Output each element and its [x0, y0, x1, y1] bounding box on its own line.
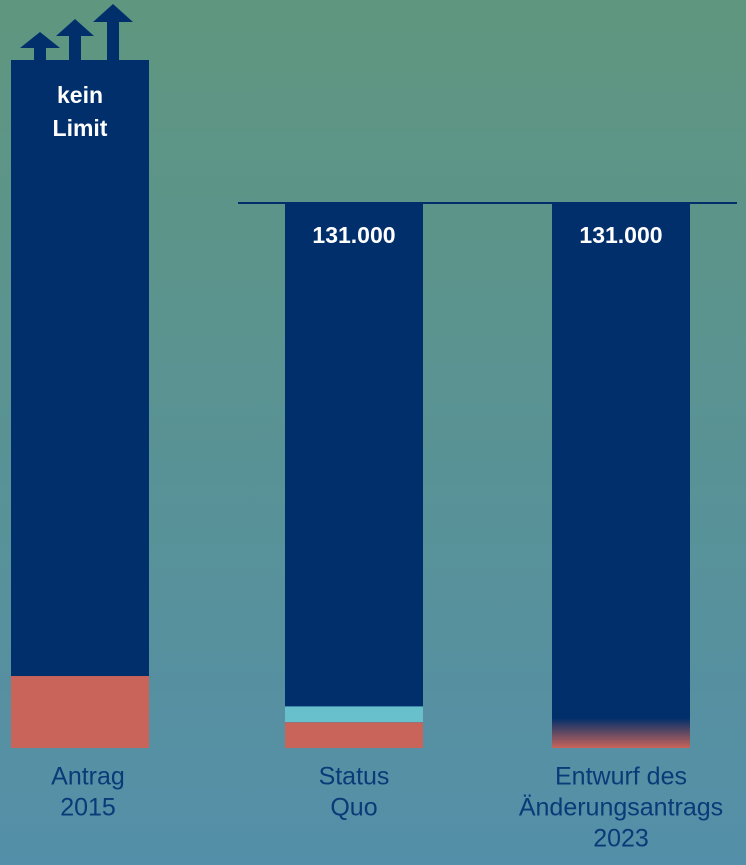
x-tick-label: Antrag	[51, 763, 125, 791]
x-tick-label: Änderungsantrags	[519, 794, 723, 822]
segment	[285, 722, 423, 748]
value-label: Limit	[53, 115, 108, 141]
value-label: 131.000	[579, 222, 662, 248]
value-label: 131.000	[312, 222, 395, 248]
segment	[285, 706, 423, 722]
x-tick-label: Entwurf des	[555, 763, 687, 791]
x-tick-label: Status	[319, 763, 390, 791]
segment	[11, 676, 149, 748]
x-tick-label: 2015	[60, 794, 116, 822]
page: kein Limit Antrag 2015 131.000 Status Quo 131.0…	[0, 0, 746, 865]
chart: kein Limit Antrag 2015 131.000 Status Quo 131.0…	[0, 0, 746, 865]
bar	[285, 203, 423, 748]
value-label: kein	[57, 82, 103, 108]
x-tick-label: 2023	[593, 825, 649, 853]
bar	[11, 60, 149, 748]
bar	[552, 203, 690, 748]
segment	[552, 718, 690, 748]
x-tick-label: Quo	[330, 794, 377, 822]
